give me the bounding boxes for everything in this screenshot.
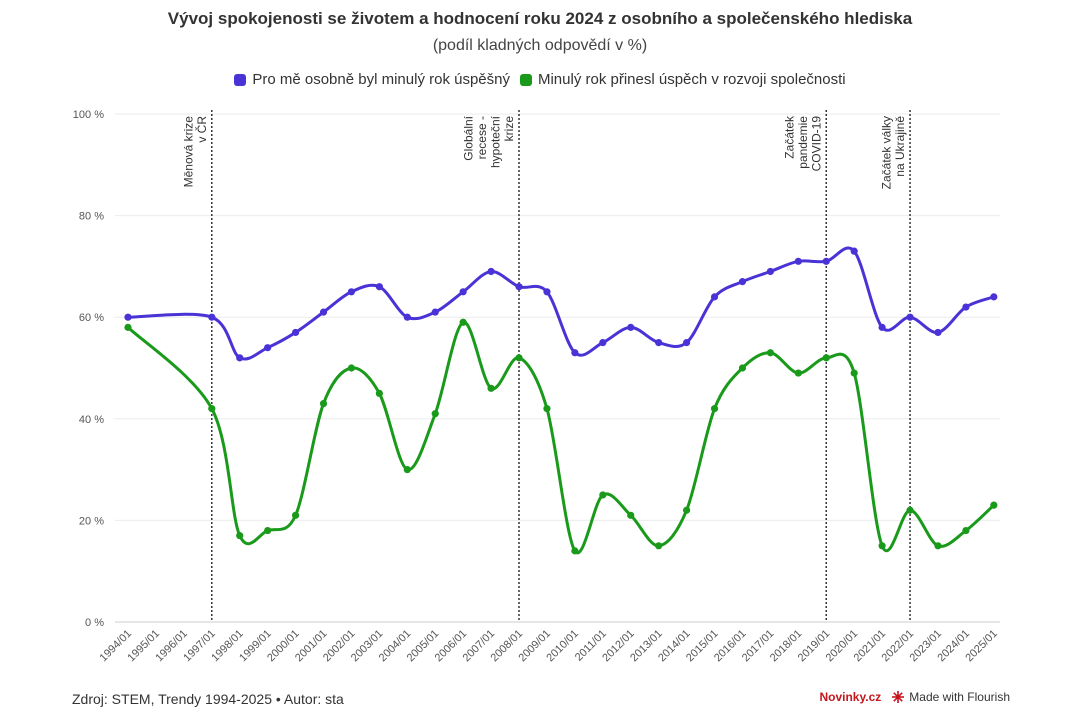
data-point	[599, 339, 607, 347]
data-point	[627, 323, 635, 331]
data-point	[794, 257, 802, 265]
data-point	[822, 354, 830, 362]
data-point	[766, 349, 774, 357]
annotation-label: COVID-19	[809, 116, 823, 172]
data-point	[459, 288, 467, 296]
chart-subtitle: (podíl kladných odpovědí v %)	[432, 37, 648, 54]
series-line-1	[126, 320, 996, 555]
data-point	[543, 288, 551, 296]
legend-swatch-society	[519, 73, 532, 86]
data-point	[291, 511, 300, 519]
data-point	[683, 339, 691, 347]
source-note: Zdroj: STEM, Trendy 1994-2025 • Autor: s…	[72, 691, 344, 707]
data-point	[403, 466, 411, 474]
data-point	[347, 364, 356, 372]
y-tick-label: 60 %	[79, 312, 104, 324]
data-point	[934, 542, 942, 550]
novinky-logo[interactable]: Novinky.cz	[819, 690, 882, 704]
y-tick-label: 20 %	[79, 515, 104, 527]
data-point	[264, 526, 272, 535]
data-point	[264, 344, 272, 352]
data-point	[710, 293, 719, 301]
annotation-label: recese -	[475, 116, 489, 159]
legend-label-society: Minulý rok přinesl úspěch v rozvoji spol…	[537, 71, 846, 88]
data-point	[878, 542, 886, 550]
data-point	[571, 547, 579, 555]
data-point	[515, 354, 523, 362]
legend-label-personal: Pro mě osobně byl minulý rok úspěšný	[252, 71, 510, 88]
data-point	[515, 283, 523, 291]
data-point	[291, 328, 300, 337]
data-point	[319, 399, 328, 408]
data-point	[655, 542, 663, 550]
annotation-label: pandemie	[796, 116, 810, 169]
data-point	[906, 313, 914, 321]
data-point	[627, 511, 635, 519]
data-point	[571, 349, 579, 357]
annotation-label: Měnová krize	[181, 116, 195, 188]
legend: Pro mě osobně byl minulý rok úspěšný Min…	[0, 71, 1080, 88]
data-point	[962, 303, 970, 311]
data-point	[431, 410, 439, 418]
legend-swatch-personal	[234, 73, 247, 86]
data-point	[738, 364, 747, 372]
y-tick-label: 40 %	[79, 414, 104, 426]
data-point	[934, 328, 942, 337]
footer-credits: Novinky.cz Made with Flourish	[819, 690, 1010, 704]
legend-item-personal[interactable]: Pro mě osobně byl minulý rok úspěšný	[234, 71, 510, 88]
data-point	[487, 267, 495, 276]
data-point	[990, 501, 998, 509]
data-point	[850, 369, 858, 377]
data-point	[319, 308, 328, 316]
data-point	[766, 267, 774, 276]
legend-item-society[interactable]: Minulý rok přinesl úspěch v rozvoji spol…	[519, 71, 846, 88]
y-tick-label: 0 %	[85, 617, 104, 629]
data-point	[906, 506, 914, 514]
data-point	[850, 247, 858, 255]
data-point	[878, 323, 886, 331]
data-point	[599, 491, 607, 499]
data-point	[208, 313, 216, 321]
data-point	[655, 339, 663, 347]
data-point	[683, 506, 691, 514]
annotation-label: na Ukrajině	[893, 116, 907, 177]
data-point	[431, 308, 439, 316]
data-point	[543, 405, 551, 413]
data-point	[236, 354, 244, 362]
y-tick-label: 80 %	[79, 211, 104, 223]
data-point	[347, 288, 356, 296]
data-point	[710, 405, 719, 413]
data-point	[794, 369, 802, 377]
data-point	[208, 405, 216, 413]
y-tick-label: 100 %	[73, 109, 104, 121]
data-point	[403, 313, 411, 321]
annotation-label: krize	[502, 116, 516, 142]
flourish-label: Made with Flourish	[909, 690, 1010, 704]
data-point	[375, 389, 383, 397]
data-point	[990, 293, 998, 301]
annotation-label: hypoteční	[489, 115, 503, 168]
data-point	[738, 278, 747, 286]
data-point	[124, 323, 132, 331]
series-line-0	[126, 246, 996, 361]
annotation-label: v ČR	[194, 116, 209, 143]
annotation-label: Začátek války	[880, 116, 894, 189]
flourish-credit[interactable]: Made with Flourish	[891, 690, 1010, 704]
data-point	[124, 313, 132, 321]
annotation-label: Začátek	[782, 115, 796, 159]
data-point	[962, 526, 970, 535]
data-point	[487, 384, 495, 392]
data-point	[375, 283, 383, 291]
chart-title: Vývoj spokojenosti se životem a hodnocen…	[167, 9, 913, 28]
flourish-icon	[892, 691, 905, 703]
data-point	[236, 532, 244, 540]
annotation-label: Globální	[462, 115, 476, 160]
data-point	[822, 257, 830, 265]
data-point	[459, 318, 467, 326]
